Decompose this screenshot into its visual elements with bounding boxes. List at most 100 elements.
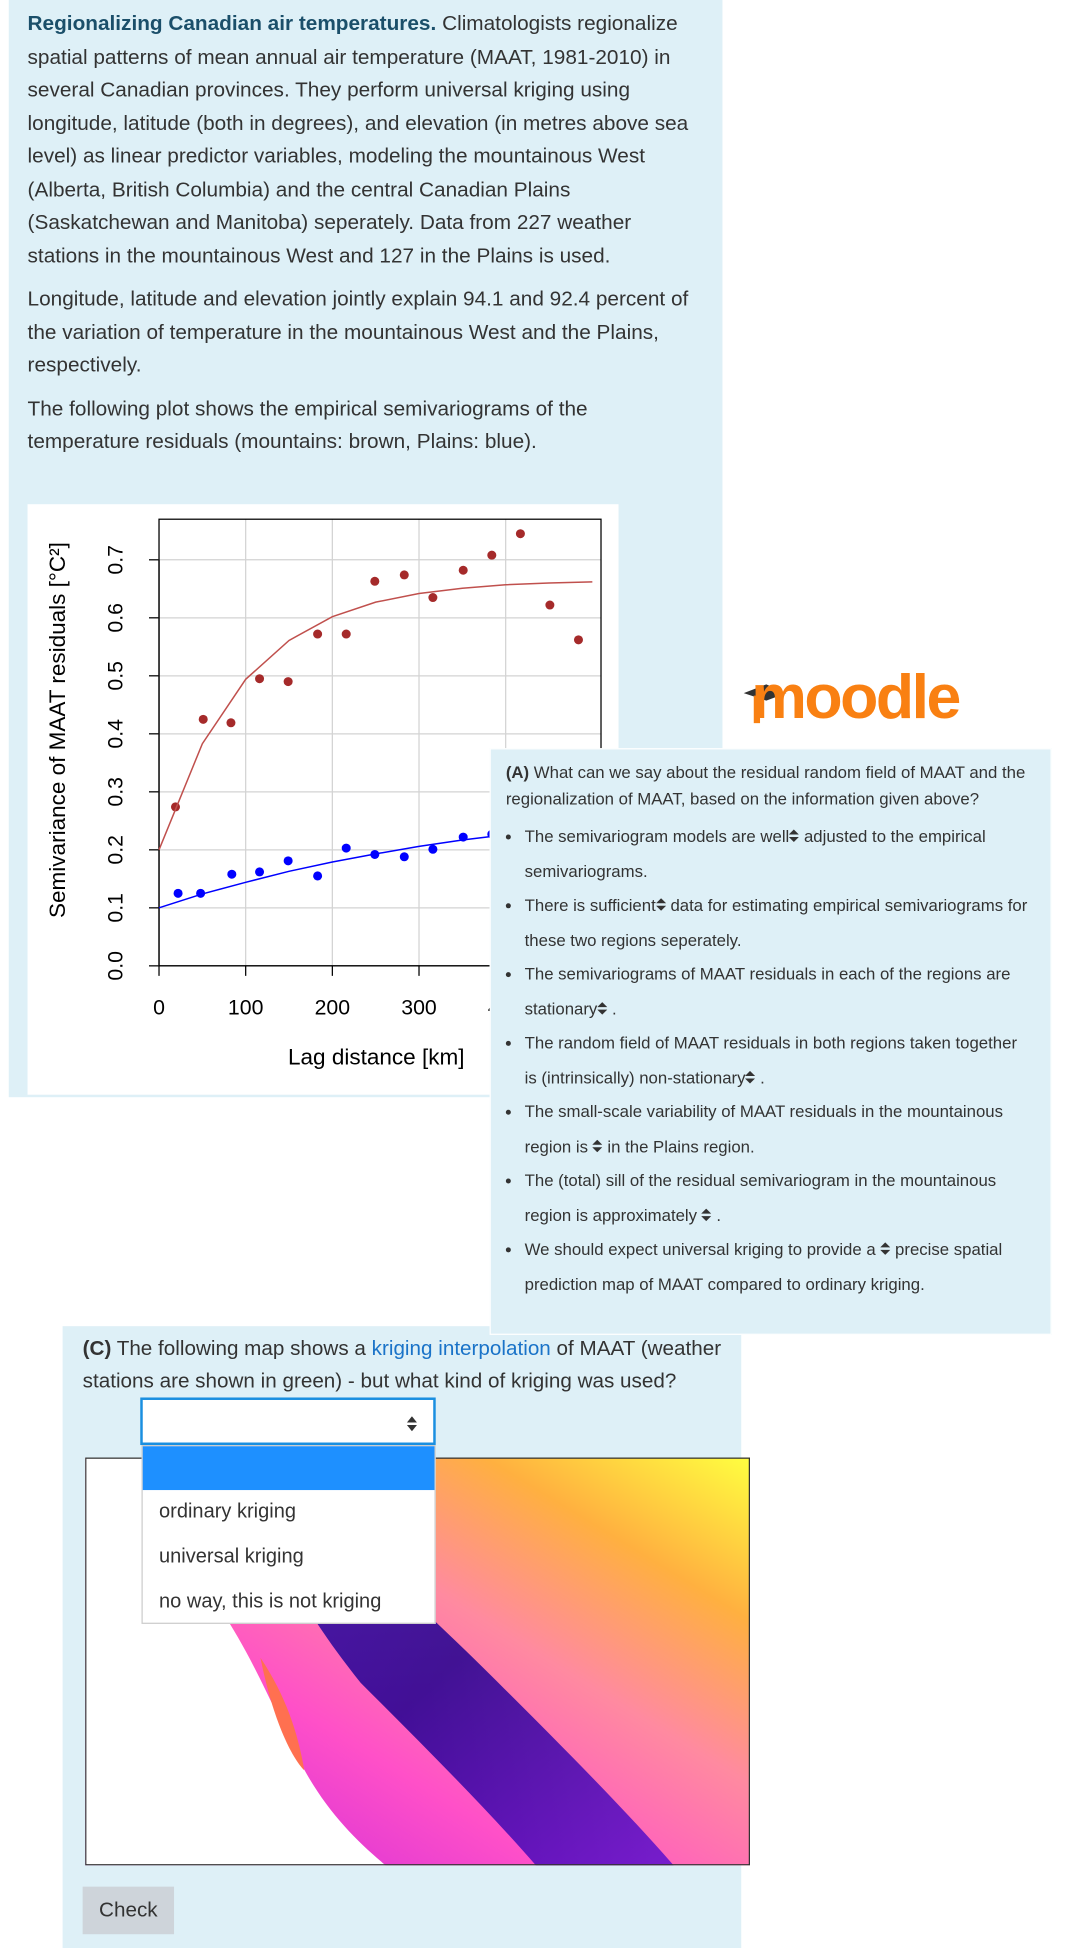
- arrow-down: [592, 1146, 603, 1152]
- text: in the Plains region.: [607, 1136, 755, 1156]
- point: [573, 635, 583, 645]
- point: [458, 565, 468, 575]
- point: [227, 869, 237, 879]
- paragraph: Regionalizing Canadian air temperatures.…: [28, 8, 695, 273]
- point: [255, 674, 265, 684]
- y-tick-label: 0.7: [104, 545, 128, 575]
- x-tick-label: 200: [315, 996, 350, 1020]
- list-item: We should expect universal kriging to pr…: [525, 1232, 1033, 1301]
- text: adjusted to the empirical semivariograms…: [524, 826, 986, 881]
- question-label: (C): [82, 1337, 112, 1360]
- point: [399, 570, 409, 580]
- x-tick-label: 300: [401, 996, 436, 1020]
- link[interactable]: kriging interpolation: [371, 1337, 551, 1360]
- arrow-down: [701, 1215, 712, 1221]
- point: [198, 714, 208, 724]
- select-arrow: [592, 1139, 603, 1152]
- logo-cap: [743, 684, 787, 724]
- point: [428, 593, 438, 603]
- dropdown: ordinary kriging universal kriging no way,…: [141, 1445, 436, 1624]
- point: [487, 550, 497, 560]
- text: .: [612, 999, 617, 1018]
- y-tick-label: 0.5: [104, 661, 128, 691]
- select[interactable]: [592, 1137, 603, 1156]
- select-value: sufficient: [589, 895, 656, 915]
- fit-line: [158, 581, 593, 851]
- question-a: (A) What can we say about the residual r…: [489, 748, 1052, 1335]
- question-text: (A) What can we say about the residual r…: [506, 759, 1033, 812]
- list-item: The random field of MAAT residuals in bo…: [525, 1026, 1033, 1095]
- point: [173, 888, 183, 898]
- select-arrow: [406, 1416, 417, 1432]
- select[interactable]: non-stationary: [639, 1067, 756, 1087]
- text: We should expect universal kriging to pr…: [524, 1239, 876, 1259]
- x-tick-label: 0: [153, 996, 165, 1020]
- text: .: [760, 1067, 765, 1087]
- item-list: The semivariogram models are well adjust…: [506, 819, 1033, 1301]
- y-tick-label: 0.1: [104, 893, 128, 923]
- arrow-up: [745, 1070, 756, 1076]
- point: [341, 629, 351, 639]
- select-arrow: [597, 1001, 608, 1015]
- select-value: well: [760, 826, 790, 846]
- select[interactable]: [140, 1397, 436, 1446]
- text: The semivariograms of MAAT residuals in …: [524, 964, 1011, 984]
- select[interactable]: [880, 1240, 891, 1259]
- text: .: [716, 1205, 722, 1225]
- text: There is: [524, 895, 586, 915]
- point: [313, 629, 323, 639]
- question-text: (C) The following map shows a kriging in…: [83, 1332, 722, 1397]
- point: [283, 677, 293, 687]
- text: What can we say about the residual rando…: [505, 763, 1026, 809]
- arrow-down: [789, 836, 800, 842]
- select-arrow: [745, 1070, 756, 1083]
- point: [515, 529, 525, 539]
- x-axis-label: Lag distance [km]: [288, 1045, 465, 1070]
- point: [313, 871, 323, 881]
- text: The random field of MAAT residuals in bo…: [524, 1033, 1018, 1087]
- arrow-up: [655, 898, 666, 904]
- check-button[interactable]: Check: [82, 1886, 175, 1935]
- x-tick-label: 100: [228, 996, 263, 1020]
- paragraph: The following plot shows the empirical s…: [27, 395, 588, 453]
- y-axis-label: Semivariance of MAAT residuals [°C²]: [45, 542, 70, 918]
- y-tick-label: 0.3: [104, 777, 128, 807]
- select-arrow: [789, 829, 800, 842]
- select-arrow: [701, 1207, 712, 1221]
- text: precise spatial prediction map of MAAT c…: [524, 1239, 1003, 1294]
- point: [428, 844, 438, 854]
- text: Climatologists regionalize spatial patte…: [27, 11, 689, 268]
- text: of MAAT (weather stations are shown in g…: [82, 1337, 722, 1393]
- plot-frame: [158, 518, 602, 967]
- text: The (total) sill of the residual semivar…: [524, 1171, 997, 1225]
- list-item: The (total) sill of the residual semivar…: [525, 1164, 1033, 1233]
- point: [255, 867, 265, 877]
- y-tick-label: 0.4: [104, 719, 128, 749]
- option-highlight[interactable]: [142, 1446, 435, 1491]
- point: [283, 856, 293, 866]
- arrow-up: [597, 1001, 608, 1007]
- list-item: There is sufficient data for estimating …: [525, 888, 1033, 957]
- arrow-down: [655, 905, 666, 911]
- text: The small-scale variability of MAAT resi…: [524, 1102, 1003, 1156]
- select-value: stationary: [524, 999, 598, 1018]
- select[interactable]: [701, 1205, 712, 1224]
- intro-title: Regionalizing Canadian air temperatures.: [27, 11, 437, 36]
- point: [545, 600, 555, 610]
- select[interactable]: well: [760, 826, 800, 846]
- question-c: (C) The following map shows a kriging in…: [62, 1326, 751, 1948]
- point: [399, 852, 409, 862]
- y-tick-label: 0.2: [104, 835, 128, 865]
- list-item: The semivariograms of MAAT residuals in …: [525, 957, 1033, 1026]
- y-tick-label: 0.0: [104, 951, 128, 981]
- option[interactable]: no way, this is not kriging: [159, 1591, 382, 1613]
- option[interactable]: universal kriging: [159, 1546, 304, 1568]
- point: [341, 843, 351, 853]
- arrow-down: [880, 1249, 891, 1255]
- select-arrow: [880, 1242, 891, 1255]
- select[interactable]: sufficient: [590, 896, 666, 915]
- option[interactable]: ordinary kriging: [159, 1501, 296, 1523]
- select-value: non-stationary: [639, 1067, 746, 1087]
- select[interactable]: stationary: [525, 999, 608, 1018]
